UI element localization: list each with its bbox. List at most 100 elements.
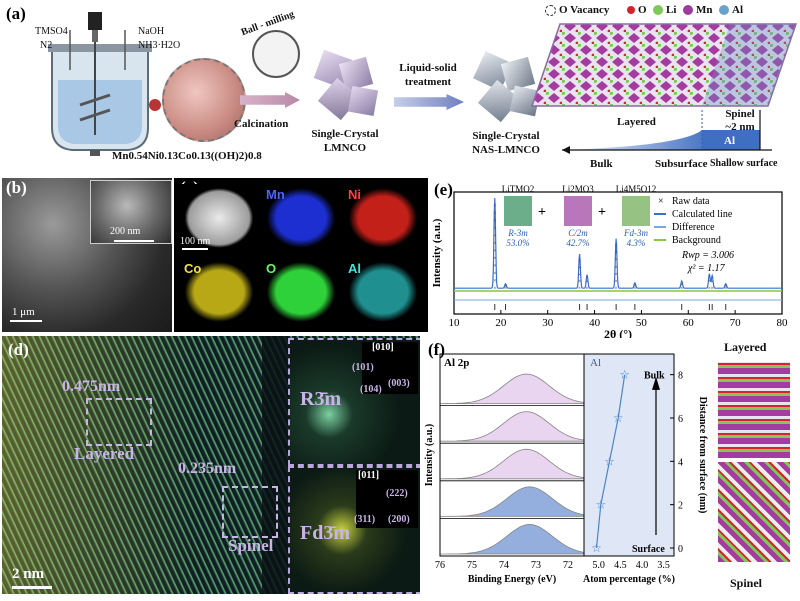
- phase-structure-image: [622, 196, 650, 226]
- xrd-raw-point: ×: [493, 241, 496, 247]
- xrd-raw-point: ×: [710, 286, 713, 292]
- layered-region-box: [86, 398, 152, 446]
- xps-spectrum: [440, 486, 585, 517]
- fft-pattern-1: [362, 342, 418, 394]
- xrd-x-tick-label: 60: [683, 317, 695, 329]
- depth-y-tick-label: 6: [678, 414, 683, 425]
- xrd-x-tick-label: 50: [636, 317, 648, 329]
- lmnco-label-line2: LMNCO: [323, 142, 367, 154]
- xps-spectrum: [440, 448, 585, 480]
- co-map: Co: [180, 258, 258, 326]
- xrd-legend-entry: Calculated line: [672, 209, 733, 220]
- xps-x-tick-label: 75: [467, 560, 477, 571]
- depth-x-tick-label: 4.5: [614, 560, 627, 571]
- panel-c-eds-maps: (c) 100 nm Mn Ni Co O Al: [174, 178, 428, 332]
- al-label-a: Al: [724, 135, 735, 147]
- spot-2-1: (222): [386, 488, 408, 499]
- xrd-x-tick-label: 40: [589, 317, 601, 329]
- panel-b-sem-image: (b) 200 nm 1 μm: [2, 178, 172, 332]
- xrd-raw-point: ×: [633, 286, 636, 292]
- spinel-d-spacing: 0.235nm: [178, 460, 237, 477]
- nh3-label: NH3·H2O: [138, 40, 181, 51]
- xps-x-tick-label: 76: [435, 560, 445, 571]
- liquid-solid-label-line2: treatment: [404, 76, 452, 88]
- panel-f-xps: (f) Al 2p 76 75 74 73 72 Binding Energy (eV) In…: [424, 340, 798, 596]
- xrd-y-label: Intensity (a.u.): [431, 218, 443, 287]
- xrd-raw-point: ×: [614, 272, 617, 278]
- xrd-raw-point: ×: [493, 234, 496, 240]
- depth-point: ☆: [613, 411, 624, 425]
- phase-name: LiTMO2: [502, 184, 535, 194]
- precursor-formula: Mn0.54Ni0.13Co0.13((OH)2)0.8: [112, 150, 262, 162]
- xrd-raw-point: ×: [578, 279, 581, 285]
- xrd-chi2: χ² = 1.17: [687, 263, 726, 274]
- xps-spectrum: [440, 411, 585, 442]
- xps-y-label: Intensity (a.u.): [424, 424, 435, 487]
- structure-top-label: Layered: [724, 340, 767, 354]
- xrd-raw-point: ×: [578, 259, 581, 265]
- spot-2-3: (200): [388, 514, 410, 525]
- xrd-raw-point: ×: [633, 283, 636, 289]
- spot-1-2: (003): [388, 378, 410, 389]
- xrd-raw-point: ×: [493, 249, 496, 255]
- xrd-raw-point: ×: [493, 271, 496, 277]
- depth-profile-line: [595, 374, 626, 549]
- xrd-raw-point: ×: [614, 258, 617, 264]
- xps-spectrum: [440, 373, 585, 404]
- xrd-raw-point: ×: [493, 204, 496, 210]
- xrd-legend-entry: Raw data: [672, 196, 710, 207]
- al-gradient-schematic: [562, 110, 772, 154]
- spinel-label-a: Spinel: [725, 108, 755, 120]
- xrd-calculated-line: [454, 198, 782, 289]
- o-map-label: O: [266, 261, 277, 276]
- spinel-label-d: Spinel: [228, 536, 274, 555]
- inset-scale-bar: [114, 240, 154, 242]
- xrd-x-tick-label: 20: [495, 317, 507, 329]
- phase-group: C/2m: [568, 228, 588, 238]
- depth-y-tick-label: 8: [678, 371, 683, 382]
- xrd-raw-point: ×: [614, 251, 617, 257]
- xps-x-label: Binding Energy (eV): [468, 574, 556, 585]
- xrd-raw-point: ×: [578, 272, 581, 278]
- calcination-label: Calcination: [234, 118, 289, 130]
- layered-label-d: Layered: [74, 444, 135, 463]
- liquid-solid-label-line1: Liquid-solid: [399, 62, 457, 74]
- xrd-raw-point: ×: [578, 286, 581, 292]
- phase-fraction: 4.3%: [627, 238, 646, 248]
- xrd-legend-marker: ×: [658, 196, 664, 207]
- depth-y-label: Distance from surface (nm): [697, 397, 708, 514]
- xrd-raw-point: ×: [585, 286, 588, 292]
- map-scale-label: 100 nm: [180, 236, 211, 247]
- structure-model: [712, 358, 796, 568]
- phase-fraction: 42.7%: [566, 238, 589, 248]
- legend-mn: Mn: [696, 4, 713, 16]
- xrd-legend-entry: Difference: [672, 222, 715, 233]
- depth-x-label: Atom percentage (%): [583, 574, 675, 585]
- structure-bottom-label: Spinel: [730, 576, 763, 590]
- depth-arrow-head: [652, 376, 660, 390]
- depth-point: ☆: [591, 541, 602, 555]
- phase-name: Li4M5O12: [616, 184, 657, 194]
- xrd-raw-point: ×: [614, 265, 617, 271]
- phase-plus: +: [538, 205, 546, 220]
- depth-y-tick-label: 2: [678, 501, 683, 512]
- depth-x-tick-label: 4.0: [636, 560, 649, 571]
- xrd-raw-point: ×: [585, 279, 588, 285]
- xrd-x-tick-label: 30: [542, 317, 554, 329]
- phase-plus: +: [598, 205, 606, 220]
- depth-surface-label: Surface: [632, 544, 665, 555]
- panel-e-letter: (e): [434, 180, 453, 199]
- xrd-x-label: 2θ (°): [604, 327, 632, 338]
- xrd-raw-point: ×: [724, 286, 727, 292]
- crystal-structure-slab: [530, 23, 798, 107]
- depth-x-tick-label: 5.0: [592, 560, 605, 571]
- xps-core-level: Al 2p: [444, 357, 469, 369]
- spot-2-2: (311): [354, 514, 376, 525]
- xrd-raw-point: ×: [708, 279, 711, 285]
- reactor-diagram: [48, 12, 161, 156]
- ball-mill-icon: [252, 30, 300, 78]
- main-scale-label: 1 μm: [12, 306, 35, 318]
- space-group-2: Fd3̄m: [300, 522, 350, 544]
- panel-d-letter: (d): [8, 340, 29, 359]
- xrd-raw-point: ×: [493, 256, 496, 262]
